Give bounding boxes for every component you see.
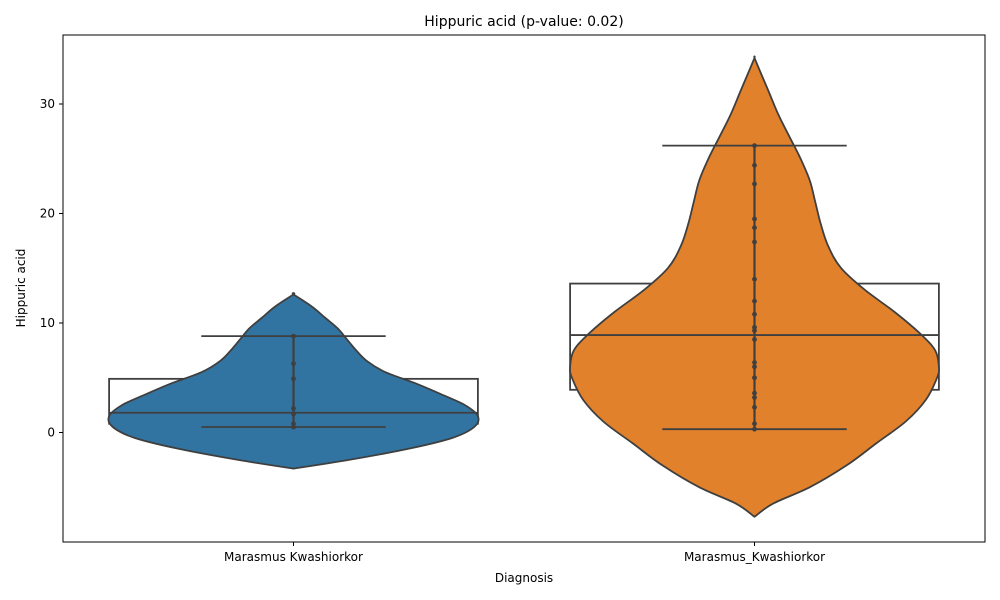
data-point <box>752 311 757 317</box>
data-point <box>752 328 757 334</box>
data-point <box>752 426 757 432</box>
data-point <box>752 375 757 381</box>
data-point <box>291 376 296 382</box>
data-point <box>291 411 296 417</box>
data-point <box>291 333 296 339</box>
data-point <box>752 216 757 222</box>
data-point <box>752 395 757 400</box>
data-point <box>752 360 757 365</box>
violin-group-1 <box>107 292 480 470</box>
data-point <box>752 225 757 231</box>
x-tick-label: Marasmus_Kwashiorkor <box>684 550 825 564</box>
data-point <box>291 406 296 411</box>
violin-group-2 <box>569 55 940 518</box>
data-point <box>752 324 757 330</box>
y-tick-label: 0 <box>47 425 55 439</box>
data-point <box>752 337 757 342</box>
y-tick-label: 10 <box>40 316 55 330</box>
data-point <box>752 276 757 282</box>
y-axis: 0 10 20 30 <box>40 97 63 439</box>
data-point <box>291 424 296 430</box>
y-tick-label: 30 <box>40 97 55 111</box>
x-axis: Marasmus Kwashiorkor Marasmus_Kwashiorkor <box>224 542 825 564</box>
data-point <box>291 361 296 366</box>
chart-title: Hippuric acid (p-value: 0.02) <box>424 14 623 30</box>
data-point <box>752 298 757 304</box>
data-point <box>752 390 757 396</box>
plot-frame <box>62 34 986 543</box>
data-point <box>752 239 757 245</box>
x-tick-label: Marasmus Kwashiorkor <box>224 550 363 564</box>
data-point <box>752 404 757 410</box>
y-tick-label: 20 <box>40 206 55 220</box>
plot-area <box>107 55 940 518</box>
data-point <box>752 162 757 168</box>
data-point <box>291 421 296 427</box>
data-point <box>752 181 757 187</box>
data-point <box>752 421 757 427</box>
data-point <box>752 143 757 148</box>
x-axis-label: Diagnosis <box>495 571 553 585</box>
data-point <box>752 364 757 370</box>
y-axis-label: Hippuric acid <box>14 249 28 328</box>
